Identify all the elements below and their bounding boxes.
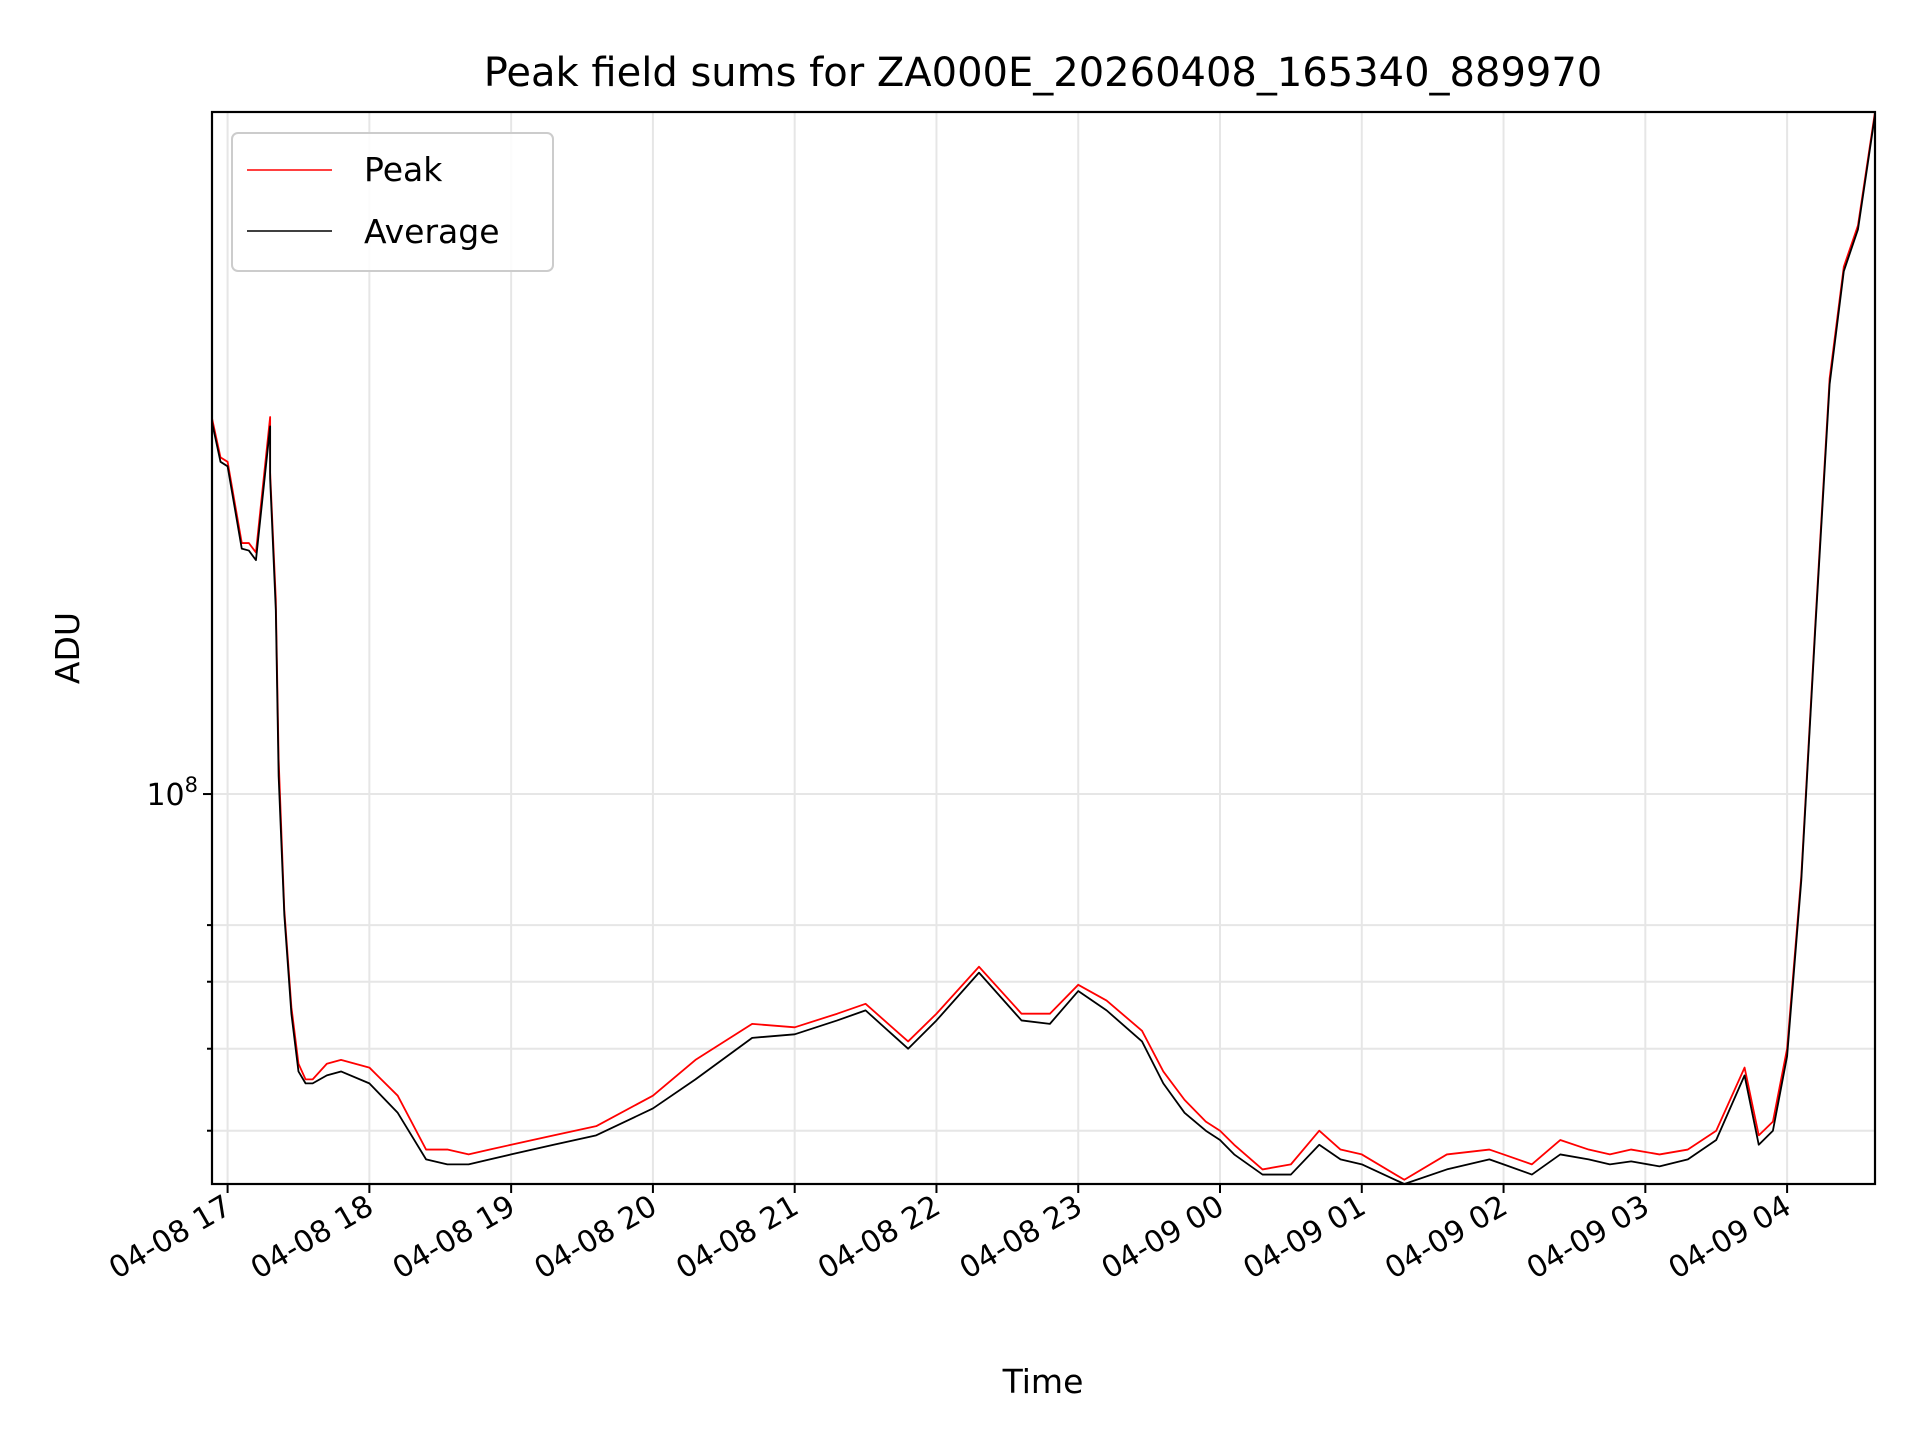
series-line-average <box>211 114 1876 1185</box>
series-lines <box>211 111 1876 1185</box>
grid-lines <box>212 112 1875 1184</box>
y-axis-ticks: 108 <box>146 773 212 1132</box>
x-axis-label: Time <box>1002 1362 1084 1401</box>
y-tick-label: 108 <box>146 773 198 813</box>
legend: Peak Average <box>231 132 554 272</box>
chart-title: Peak field sums for ZA000E_20260408_1653… <box>484 50 1603 96</box>
legend-label-average: Average <box>364 212 500 251</box>
series-line-peak <box>211 111 1876 1181</box>
plot-frame <box>210 110 1877 1186</box>
legend-label-peak: Peak <box>364 150 443 189</box>
legend-box <box>231 132 554 272</box>
y-axis-label: ADU <box>48 612 87 684</box>
